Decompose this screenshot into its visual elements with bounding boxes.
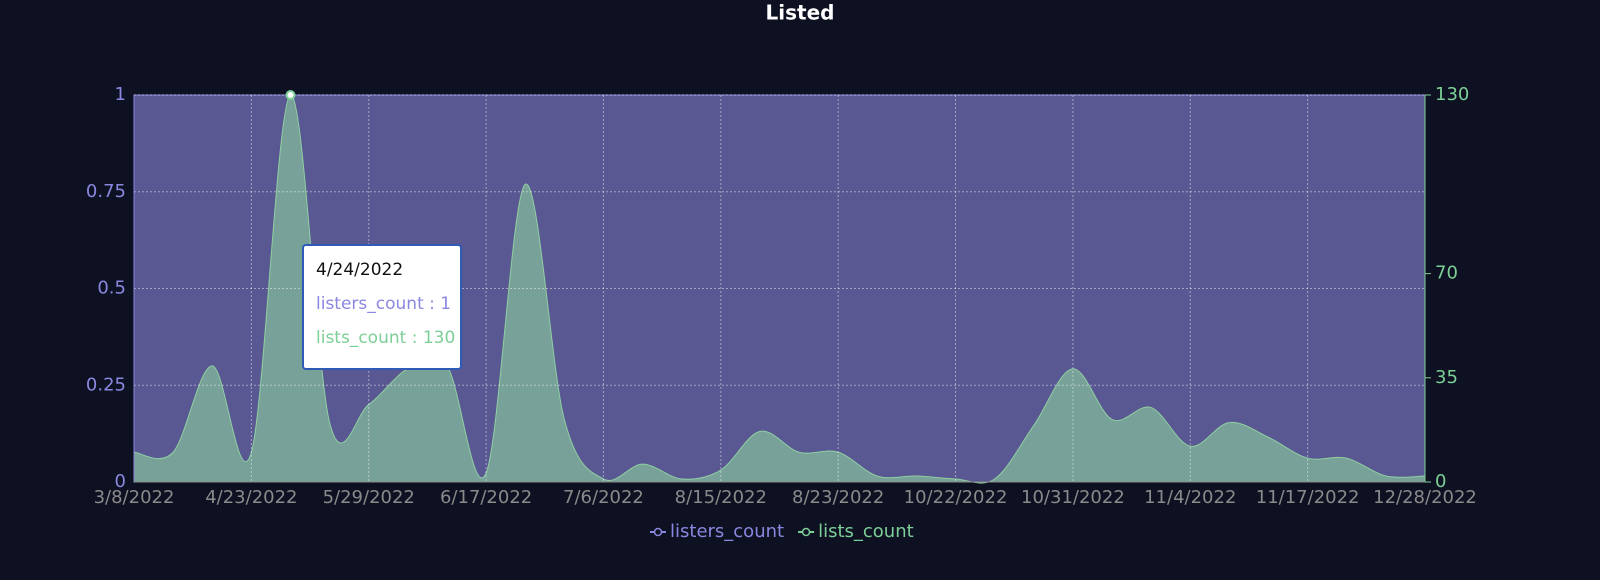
tooltip: 4/24/2022 listers_count : 1 lists_count … — [302, 244, 462, 370]
x-tick-label: 3/8/2022 — [94, 487, 175, 508]
x-tick-label: 4/23/2022 — [205, 487, 297, 508]
y2-tick-label: 130 — [1435, 84, 1469, 105]
x-tick-label: 8/23/2022 — [792, 487, 884, 508]
y2-tick-label: 0 — [1435, 471, 1446, 492]
tooltip-line: listers_count : 1 — [316, 294, 452, 314]
y-tick-label: 1 — [115, 84, 126, 105]
tooltip-line: lists_count : 130 — [316, 328, 456, 348]
y2-tick-label: 35 — [1435, 367, 1458, 388]
y-tick-label: 0.75 — [86, 181, 126, 202]
x-tick-label: 8/15/2022 — [675, 487, 767, 508]
area — [133, 94, 1426, 484]
legend-marker — [653, 527, 663, 537]
x-tick-label: 12/28/2022 — [1373, 487, 1477, 508]
tooltip-title: 4/24/2022 — [316, 260, 404, 280]
x-tick-label: 10/22/2022 — [904, 487, 1008, 508]
x-tick-label: 7/6/2022 — [563, 487, 644, 508]
x-tick-label: 11/4/2022 — [1144, 487, 1236, 508]
x-tick-label: 5/29/2022 — [323, 487, 415, 508]
legend-label: listers_count — [670, 521, 784, 542]
y-tick-label: 0 — [115, 471, 126, 492]
area — [133, 94, 1426, 483]
x-tick-label: 6/17/2022 — [440, 487, 532, 508]
y-tick-label: 0.25 — [86, 374, 126, 395]
legend-marker — [801, 527, 811, 537]
x-tick-label: 10/31/2022 — [1021, 487, 1125, 508]
y2-tick-label: 70 — [1435, 263, 1458, 284]
chart-title: Listed — [766, 1, 835, 25]
legend-label: lists_count — [818, 521, 914, 542]
x-tick-label: 11/17/2022 — [1256, 487, 1360, 508]
hover-dot — [285, 90, 296, 100]
y-tick-label: 0.5 — [97, 278, 126, 299]
